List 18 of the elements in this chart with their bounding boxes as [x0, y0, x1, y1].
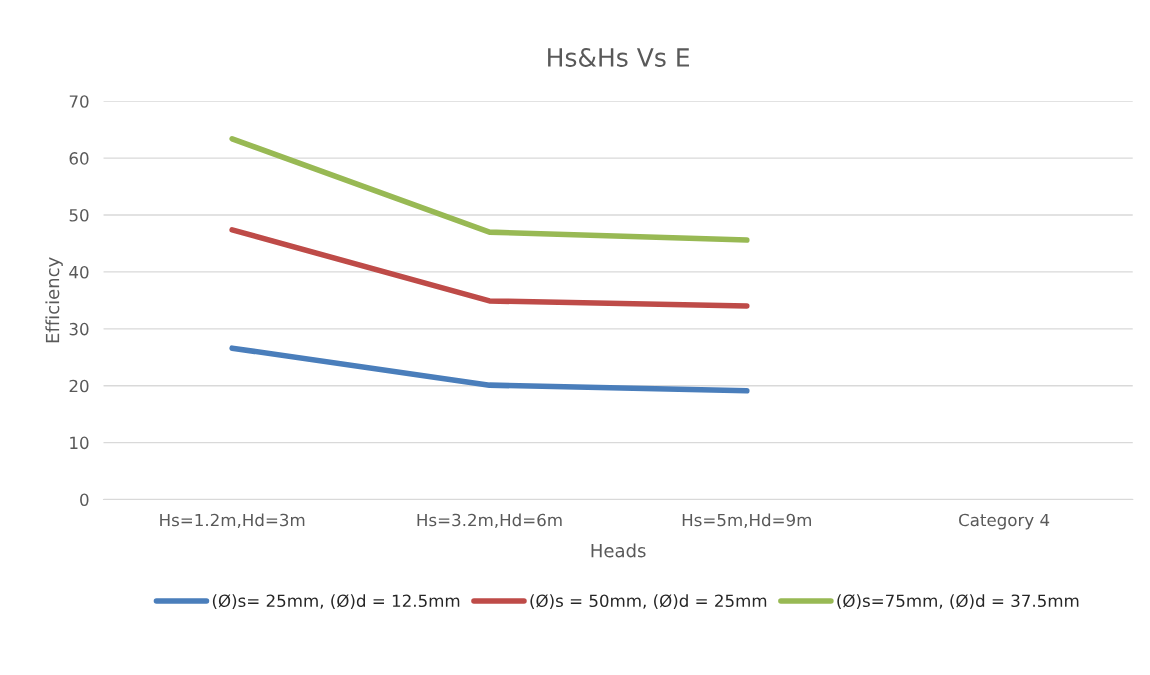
y-tick-label: 0	[80, 493, 89, 507]
x-tick-label: Hs=1.2m,Hd=3m	[160, 513, 305, 528]
y-tick-label: 60	[69, 152, 89, 165]
legend-label: (Ø)s=75mm, (Ø)d = 37.5mm	[837, 594, 1079, 610]
y-tick-label: 20	[69, 379, 89, 393]
legend-label: (Ø)s = 50mm, (Ø)d = 25mm	[530, 594, 767, 610]
chart-title: Hs&Hs Vs E	[548, 47, 689, 67]
y-tick-label: 30	[69, 322, 89, 336]
x-axis-title: Heads	[591, 543, 646, 558]
y-tick-label: 40	[69, 265, 89, 279]
x-tick-label: Hs=5m,Hd=9m	[682, 513, 811, 528]
x-tick-label: Category 4	[959, 513, 1050, 530]
x-tick-label: Hs=3.2m,Hd=6m	[417, 513, 562, 528]
y-tick-label: 10	[70, 436, 89, 450]
y-tick-label: 50	[69, 209, 89, 222]
y-tick-label: 70	[69, 95, 89, 108]
legend-label: (Ø)s= 25mm, (Ø)d = 12.5mm	[212, 594, 460, 610]
y-axis-title: Efficiency	[45, 257, 63, 343]
